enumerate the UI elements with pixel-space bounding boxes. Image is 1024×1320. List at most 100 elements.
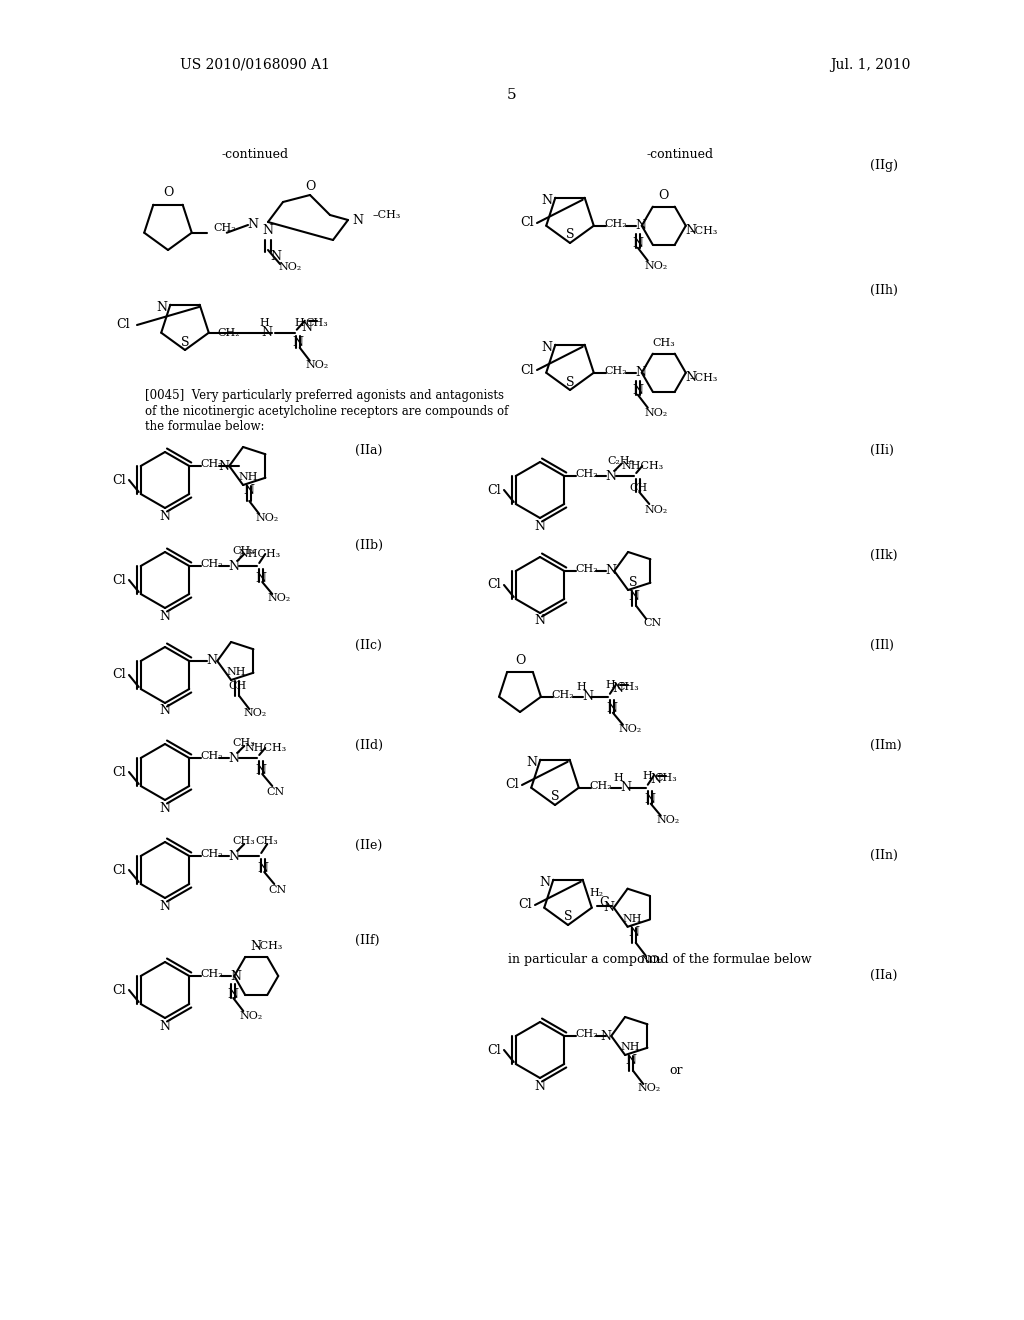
Text: S: S <box>629 576 637 589</box>
Text: CH₂: CH₂ <box>200 969 222 979</box>
Text: N: N <box>606 470 616 483</box>
Text: Jul. 1, 2010: Jul. 1, 2010 <box>829 58 910 73</box>
Text: NO₂: NO₂ <box>644 261 668 271</box>
Text: H: H <box>643 771 652 780</box>
Text: N: N <box>542 342 553 354</box>
Text: CH₂: CH₂ <box>604 366 627 376</box>
Text: Cl: Cl <box>505 779 519 792</box>
Text: NO₂: NO₂ <box>638 1082 660 1093</box>
Text: NH: NH <box>239 473 258 482</box>
Text: N: N <box>262 223 273 236</box>
Text: N: N <box>535 615 546 627</box>
Text: CH₂: CH₂ <box>574 1030 598 1039</box>
Text: CH₂: CH₂ <box>604 219 627 228</box>
Text: CH₂: CH₂ <box>200 751 222 762</box>
Text: CH₂: CH₂ <box>200 849 222 859</box>
Text: C₂H₅: C₂H₅ <box>608 455 635 466</box>
Text: H: H <box>295 318 305 327</box>
Text: CH₃: CH₃ <box>305 318 328 327</box>
Text: CH₃: CH₃ <box>652 338 675 347</box>
Text: US 2010/0168090 A1: US 2010/0168090 A1 <box>180 58 330 73</box>
Text: Cl: Cl <box>520 216 534 230</box>
Text: N: N <box>606 565 616 578</box>
Text: N: N <box>228 751 240 764</box>
Text: or: or <box>670 1064 683 1077</box>
Text: CH₂: CH₂ <box>574 469 598 479</box>
Text: N: N <box>270 251 282 264</box>
Text: N: N <box>535 1080 546 1093</box>
Text: N: N <box>160 610 171 623</box>
Text: N: N <box>612 682 624 696</box>
Text: N: N <box>160 1019 171 1032</box>
Text: Cl: Cl <box>487 1044 501 1056</box>
Text: CH₂: CH₂ <box>200 459 222 469</box>
Text: CN: CN <box>266 787 285 797</box>
Text: N: N <box>352 214 364 227</box>
Text: O: O <box>515 655 525 668</box>
Text: CH₂: CH₂ <box>214 223 237 232</box>
Text: NO₂: NO₂ <box>240 1011 263 1020</box>
Text: N: N <box>292 337 303 350</box>
Text: (IIn): (IIn) <box>870 849 898 862</box>
Text: S: S <box>564 911 572 924</box>
Text: N: N <box>160 899 171 912</box>
Text: NO₂: NO₂ <box>640 954 664 965</box>
Text: Cl: Cl <box>520 363 534 376</box>
Text: NO₂: NO₂ <box>645 506 668 515</box>
Text: CH₂: CH₂ <box>200 558 222 569</box>
Text: Cl: Cl <box>113 863 126 876</box>
Text: Cl: Cl <box>113 766 126 779</box>
Text: Cl: Cl <box>487 483 501 496</box>
Text: CH₃: CH₃ <box>232 546 256 556</box>
Text: CH₂: CH₂ <box>590 780 612 791</box>
Text: H: H <box>614 772 624 783</box>
Text: N: N <box>227 987 239 1001</box>
Text: N: N <box>632 384 643 397</box>
Text: N: N <box>540 876 551 890</box>
Text: NO₂: NO₂ <box>244 708 267 718</box>
Text: (IIa): (IIa) <box>355 444 382 457</box>
Text: (IIc): (IIc) <box>355 639 382 652</box>
Text: H: H <box>605 680 614 690</box>
Text: N: N <box>644 793 655 807</box>
Text: S: S <box>181 335 189 348</box>
Text: N: N <box>160 705 171 718</box>
Text: Cl: Cl <box>487 578 501 591</box>
Text: N: N <box>256 572 266 585</box>
Text: CH₃: CH₃ <box>256 836 279 846</box>
Text: -continued: -continued <box>646 149 714 161</box>
Text: (IIl): (IIl) <box>870 639 894 652</box>
Text: N: N <box>632 238 643 251</box>
Text: CH₃: CH₃ <box>232 738 256 748</box>
Text: N: N <box>650 774 662 787</box>
Text: N: N <box>207 655 218 668</box>
Text: N: N <box>621 781 631 795</box>
Text: Cl: Cl <box>113 573 126 586</box>
Text: N: N <box>228 560 240 573</box>
Text: –CH₃: –CH₃ <box>254 941 283 950</box>
Text: S: S <box>565 375 574 388</box>
Text: [0045]  Very particularly preferred agonists and antagonists: [0045] Very particularly preferred agoni… <box>145 388 504 401</box>
Text: (IIi): (IIi) <box>870 444 894 457</box>
Text: N: N <box>535 520 546 532</box>
Text: N: N <box>248 219 258 231</box>
Text: NH: NH <box>623 913 642 924</box>
Text: N: N <box>603 902 614 915</box>
Text: N: N <box>526 756 538 770</box>
Text: Cl: Cl <box>117 318 130 331</box>
Text: N: N <box>629 590 640 602</box>
Text: O: O <box>305 181 315 194</box>
Text: (IIe): (IIe) <box>355 838 382 851</box>
Text: N: N <box>301 321 312 334</box>
Text: in particular a compound of the formulae below: in particular a compound of the formulae… <box>508 953 812 966</box>
Text: S: S <box>551 791 559 804</box>
Text: –CH₃: –CH₃ <box>689 226 718 236</box>
Text: N: N <box>256 763 266 776</box>
Text: H: H <box>577 682 586 692</box>
Text: N: N <box>626 1055 637 1068</box>
Text: N: N <box>219 459 229 473</box>
Text: CH₂: CH₂ <box>217 327 240 338</box>
Text: (IId): (IId) <box>355 738 383 751</box>
Text: -continued: -continued <box>221 149 289 161</box>
Text: NO₂: NO₂ <box>656 814 679 825</box>
